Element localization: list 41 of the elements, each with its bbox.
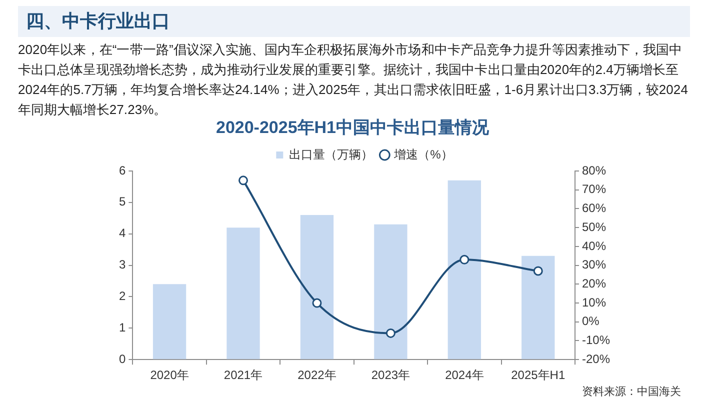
y-tick-label: 4 bbox=[118, 226, 126, 240]
bar bbox=[374, 224, 408, 360]
y2-tick-label: 60% bbox=[582, 201, 606, 216]
x-tick-label: 2024年 bbox=[445, 368, 484, 382]
y-tick-label: 6 bbox=[118, 163, 126, 178]
point bbox=[460, 254, 470, 264]
y-tick-label: 2 bbox=[118, 289, 126, 304]
y2-tick-label: 40% bbox=[582, 238, 606, 253]
text: 2020年以来，在“一带一路”倡议深入实施、国内车企积极拓展海外市场和中卡产品竞争力提升等因素推动下，我国中卡出口总体呈现强劲增长态势，成为推动行业发展的重要引擎。据统计，我国中卡出口量由2020年的2.4万辆增长至2024年的5.7万辆，年均复合增长率达24.14%；进入2025年，其出口需求依旧旺盛，1-6月累计出口3.3万辆，较2024年同期大幅增长27.23%。 bbox=[18, 42, 688, 117]
point bbox=[312, 298, 322, 308]
y2-tick-label: 10% bbox=[582, 295, 606, 310]
bar bbox=[300, 215, 334, 360]
bar bbox=[522, 256, 555, 360]
y2-tick-label: 80% bbox=[582, 163, 606, 178]
chart-title: 2020-2025年H1中国中卡出口量情况 bbox=[214, 117, 490, 139]
bar bbox=[448, 180, 481, 360]
y2-tick-label: 20% bbox=[582, 276, 606, 290]
y2-tick-label: -10% bbox=[582, 333, 610, 348]
point bbox=[533, 266, 543, 276]
point bbox=[238, 176, 248, 186]
text: 四、中卡行业出口 bbox=[26, 10, 170, 33]
x-tick-label: 2025年H1 bbox=[511, 368, 566, 382]
y-tick-label: 0 bbox=[118, 352, 126, 366]
x-tick-label: 2021年 bbox=[224, 368, 263, 382]
x-tick-label: 2020年 bbox=[150, 368, 189, 382]
y2-tick-label: 70% bbox=[582, 182, 606, 196]
y2-tick-label: 0% bbox=[582, 314, 600, 328]
bar bbox=[152, 284, 186, 360]
legend-label: 出口量（万辆） bbox=[289, 147, 374, 162]
bar bbox=[226, 228, 260, 360]
y-tick-label: 1 bbox=[118, 320, 126, 334]
y2-tick-label: 50% bbox=[582, 220, 606, 234]
x-tick-label: 2023年 bbox=[371, 368, 410, 382]
point bbox=[386, 328, 396, 338]
y2-tick-label: -20% bbox=[582, 352, 610, 366]
y-tick-label: 5 bbox=[118, 194, 126, 209]
y-tick-label: 3 bbox=[118, 258, 126, 272]
text: 资料来源：中国海关 bbox=[582, 386, 681, 399]
y2-tick-label: 30% bbox=[582, 258, 606, 272]
legend-label: 增速（%） bbox=[393, 147, 453, 162]
x-tick-label: 2022年 bbox=[298, 368, 336, 382]
